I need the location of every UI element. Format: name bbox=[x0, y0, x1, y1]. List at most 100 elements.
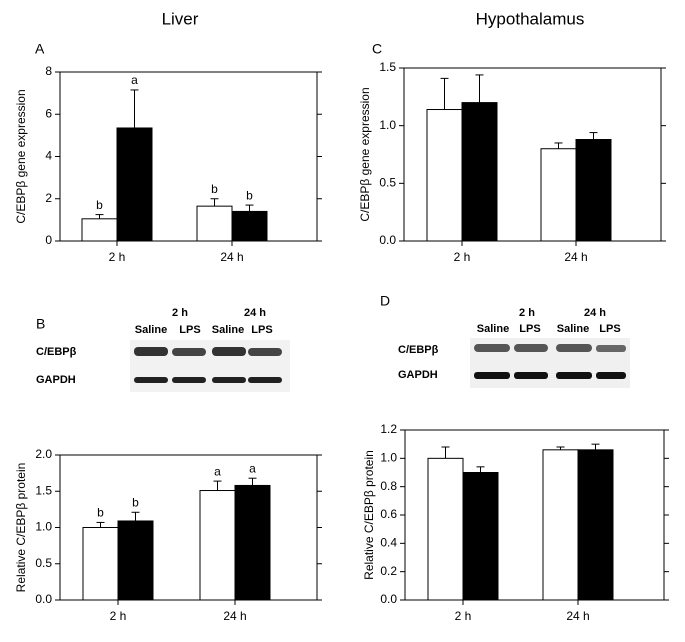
y-tick-label: 2.0 bbox=[35, 447, 52, 461]
row-label: GAPDH bbox=[398, 369, 438, 381]
y-tick-label: 0.0 bbox=[379, 233, 396, 247]
y-tick-label: 0.5 bbox=[35, 556, 52, 570]
y-tick-label: 0.2 bbox=[380, 564, 397, 578]
lane-label: LPS bbox=[599, 323, 620, 335]
significance-label: a bbox=[131, 73, 138, 87]
band bbox=[248, 377, 282, 383]
band bbox=[556, 372, 592, 379]
row-label: GAPDH bbox=[36, 374, 76, 386]
bar bbox=[234, 484, 271, 601]
bar bbox=[577, 449, 614, 601]
column-title: Hypothalamus bbox=[476, 9, 585, 28]
bar bbox=[462, 472, 499, 601]
plot-frame bbox=[59, 71, 318, 242]
significance-label: b bbox=[211, 182, 218, 196]
significance-label: b bbox=[97, 506, 104, 520]
bar bbox=[427, 457, 464, 601]
lane-label: LPS bbox=[519, 323, 540, 335]
significance-label: a bbox=[214, 464, 221, 478]
bar bbox=[461, 102, 498, 242]
band bbox=[514, 344, 548, 352]
band bbox=[556, 344, 592, 352]
time-label: 24 h bbox=[584, 307, 606, 319]
panel-label: A bbox=[35, 41, 45, 57]
y-tick-label: 1.2 bbox=[380, 422, 397, 436]
y-tick-label: 1.5 bbox=[35, 483, 52, 497]
bar bbox=[81, 218, 118, 242]
band bbox=[514, 372, 548, 379]
y-tick-label: 0.6 bbox=[380, 507, 397, 521]
band bbox=[134, 377, 168, 383]
chart: D Relative C/EBPβ protein 0.0 0.2 0.4 0.6 0.8 1… bbox=[362, 293, 669, 623]
plot-frame bbox=[403, 67, 662, 242]
bar bbox=[116, 127, 153, 242]
chart: B Relative C/EBPβ protein 0.0 0.5 1.0 1.5 2.0 2… bbox=[14, 316, 322, 623]
y-tick-label: 6 bbox=[45, 106, 52, 120]
bar bbox=[542, 449, 579, 601]
lane-label: LPS bbox=[251, 324, 272, 336]
bar bbox=[117, 520, 154, 601]
band bbox=[134, 347, 168, 356]
x-tick-label: 24 h bbox=[220, 250, 243, 264]
x-tick-label: 2 h bbox=[454, 250, 471, 264]
column-title: Liver bbox=[162, 9, 199, 28]
bar bbox=[426, 109, 463, 242]
y-tick-label: 4 bbox=[45, 149, 52, 163]
significance-label: b bbox=[132, 495, 139, 509]
band bbox=[172, 348, 206, 356]
lane-label: LPS bbox=[179, 324, 200, 336]
time-label: 2 h bbox=[172, 307, 188, 319]
band bbox=[596, 372, 626, 379]
y-axis-label: Relative C/EBPβ protein bbox=[362, 450, 376, 580]
x-tick-label: 24 h bbox=[564, 250, 587, 264]
significance-label: b bbox=[246, 188, 253, 202]
x-tick-label: 24 h bbox=[566, 609, 589, 623]
bar bbox=[82, 527, 119, 601]
panel-label: D bbox=[380, 293, 390, 309]
x-tick-label: 24 h bbox=[223, 609, 246, 623]
time-label: 2 h bbox=[519, 307, 535, 319]
bar bbox=[575, 139, 612, 242]
y-tick-label: 1.0 bbox=[35, 520, 52, 534]
chart: C C/EBPβ gene expression 0.0 0.5 1.0 1.5 2 h 24… bbox=[358, 41, 666, 264]
y-axis-label: C/EBPβ gene expression bbox=[14, 89, 28, 223]
band bbox=[172, 377, 206, 383]
lane-label: Saline bbox=[212, 324, 244, 336]
time-label: 24 h bbox=[244, 307, 266, 319]
band bbox=[474, 344, 510, 352]
y-tick-label: 0 bbox=[45, 233, 52, 247]
x-tick-label: 2 h bbox=[455, 609, 472, 623]
y-tick-label: 1.0 bbox=[380, 451, 397, 465]
y-tick-label: 0.5 bbox=[379, 176, 396, 190]
y-tick-label: 2 bbox=[45, 191, 52, 205]
panel-label: C bbox=[372, 41, 382, 57]
band bbox=[212, 347, 246, 356]
lane-label: Saline bbox=[477, 323, 509, 335]
bar bbox=[199, 490, 236, 601]
bar bbox=[196, 205, 233, 242]
band bbox=[248, 348, 282, 356]
significance-label: b bbox=[96, 198, 103, 212]
plot-frame bbox=[59, 454, 318, 601]
lane-label: Saline bbox=[557, 323, 589, 335]
y-axis-label: C/EBPβ gene expression bbox=[358, 87, 372, 221]
band bbox=[596, 345, 626, 352]
y-axis-label: Relative C/EBPβ protein bbox=[14, 463, 28, 593]
y-tick-label: 8 bbox=[45, 64, 52, 78]
row-label: C/EBPβ bbox=[398, 344, 439, 356]
row-label: C/EBPβ bbox=[36, 346, 77, 358]
y-tick-label: 1.5 bbox=[379, 60, 396, 74]
y-tick-label: 0.0 bbox=[380, 592, 397, 606]
significance-label: a bbox=[249, 461, 256, 475]
y-tick-label: 1.0 bbox=[379, 118, 396, 132]
band bbox=[474, 372, 510, 379]
bar bbox=[540, 148, 577, 242]
x-tick-label: 2 h bbox=[110, 609, 127, 623]
y-tick-label: 0.4 bbox=[380, 536, 397, 550]
band bbox=[212, 377, 246, 383]
panel-label: B bbox=[36, 316, 45, 332]
y-tick-label: 0.0 bbox=[35, 592, 52, 606]
x-tick-label: 2 h bbox=[109, 250, 126, 264]
plot-frame bbox=[404, 429, 665, 601]
